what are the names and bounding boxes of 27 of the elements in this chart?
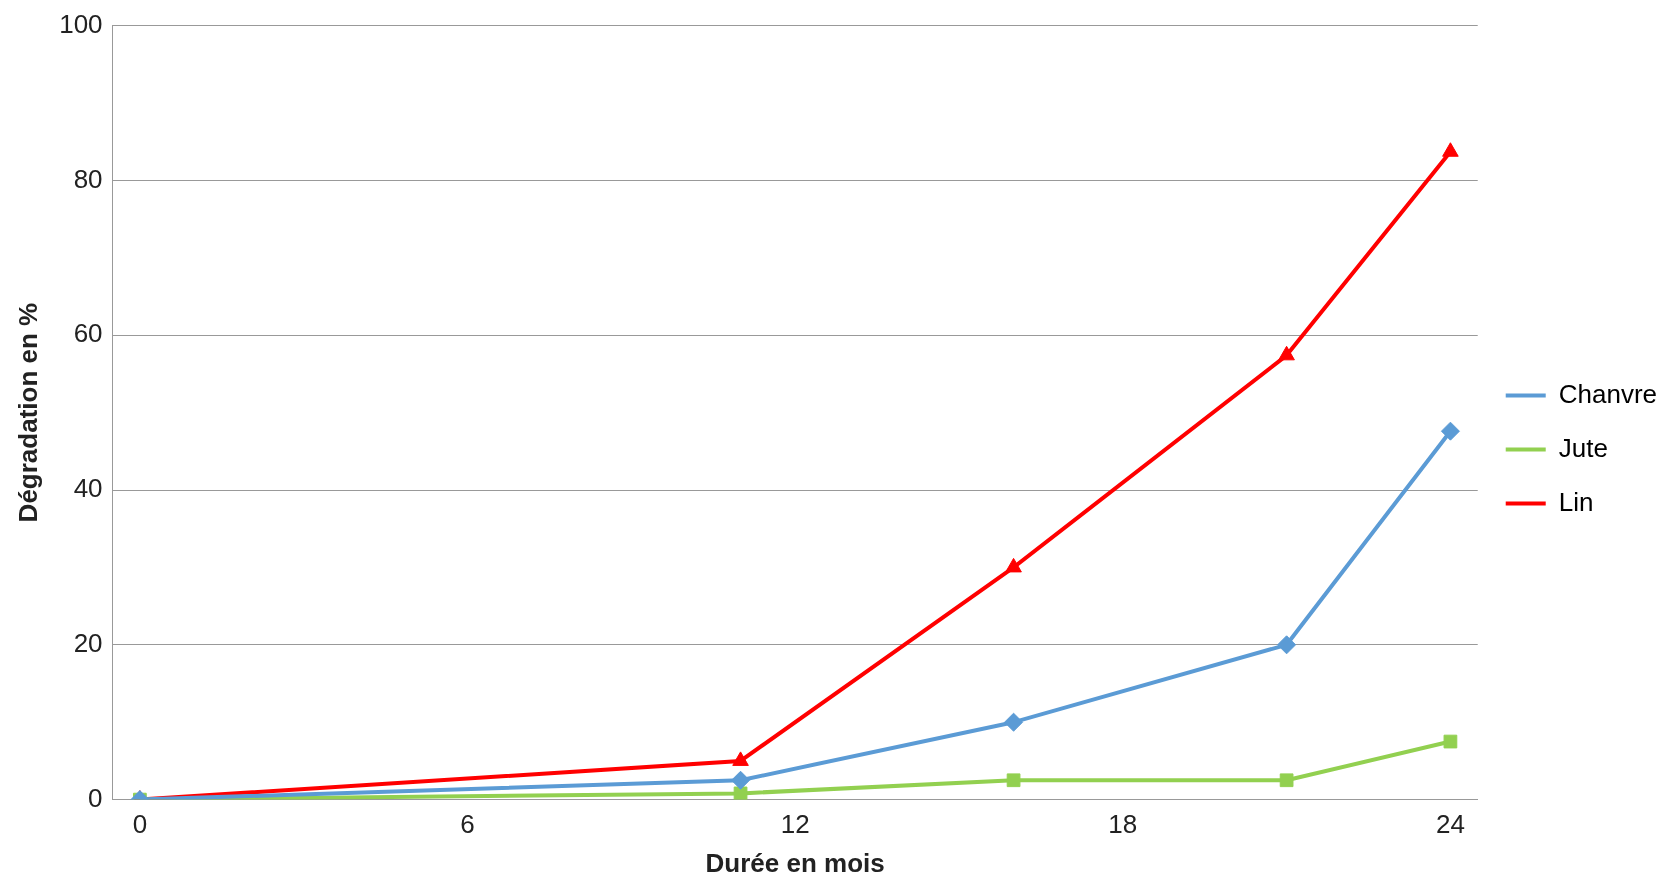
x-axis-title: Durée en mois [705,847,885,878]
point [1006,773,1021,788]
x-tick-label: 18 [1108,809,1138,840]
y-tick-label: 40 [73,473,103,504]
y-tick-label: 0 [88,782,103,813]
x-tick-label: 24 [1435,809,1465,840]
point [1277,635,1297,655]
point [1440,421,1460,441]
point [1004,712,1024,732]
y-tick-label: 80 [73,163,103,194]
x-tick-label: 6 [460,809,475,840]
x-tick-label: 12 [780,809,810,840]
point [1279,773,1294,788]
point [731,770,751,790]
legend-label: Lin [1558,486,1594,517]
y-tick-label: 100 [59,8,103,39]
y-tick-label: 60 [73,318,103,349]
point [1443,734,1458,749]
point [1005,557,1022,573]
point [1442,142,1459,157]
y-tick-label: 20 [73,627,103,658]
y-axis-title: Dégradation en % [12,302,43,523]
x-tick-label: 0 [132,809,148,840]
point [733,786,748,800]
point [1278,345,1295,361]
legend-label: Jute [1558,432,1608,463]
legend-label: Chanvre [1558,378,1658,409]
